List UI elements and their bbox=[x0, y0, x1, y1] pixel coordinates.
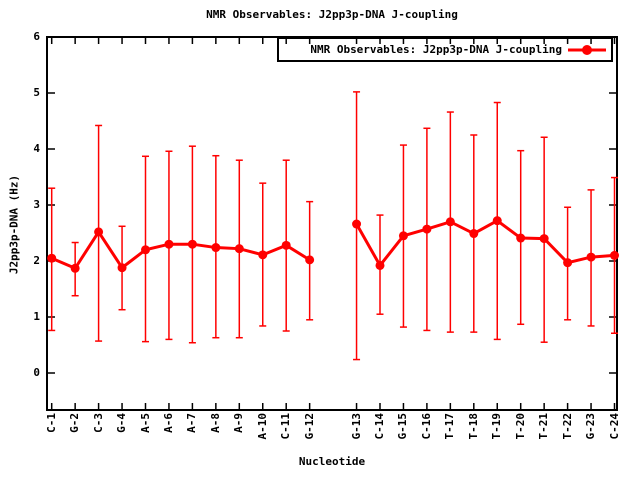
series-line bbox=[51, 229, 311, 271]
y-axis-title: J2pp3p-DNA (Hz) bbox=[7, 174, 21, 275]
x-tick-label: T-22 bbox=[560, 413, 574, 440]
data-point bbox=[516, 233, 526, 243]
x-tick-label: G-4 bbox=[115, 413, 129, 433]
data-point bbox=[281, 240, 291, 250]
x-tick-label: A-6 bbox=[161, 413, 175, 433]
x-tick-label: C-11 bbox=[279, 413, 293, 440]
legend: NMR Observables: J2pp3p-DNA J-coupling bbox=[277, 37, 613, 62]
data-point bbox=[211, 243, 221, 253]
x-tick-label: G-12 bbox=[302, 413, 316, 440]
x-tick-label: T-21 bbox=[537, 413, 551, 440]
data-point bbox=[375, 260, 385, 270]
data-point bbox=[469, 229, 479, 239]
data-point bbox=[234, 244, 244, 254]
x-axis-title: Nucleotide bbox=[298, 455, 366, 468]
y-tick-label: 6 bbox=[33, 30, 40, 43]
data-point bbox=[94, 227, 104, 237]
data-point bbox=[563, 258, 573, 268]
x-tick-label: A-10 bbox=[255, 413, 269, 440]
data-point bbox=[492, 216, 502, 226]
data-point bbox=[422, 224, 432, 234]
x-tick-label: A-8 bbox=[208, 413, 222, 433]
x-tick-label: A-5 bbox=[138, 413, 152, 433]
legend-series-label: NMR Observables: J2pp3p-DNA J-coupling bbox=[310, 43, 562, 56]
legend-series-marker-icon bbox=[568, 44, 606, 55]
x-tick-label: G-15 bbox=[396, 413, 410, 440]
data-point bbox=[610, 250, 619, 260]
data-point bbox=[117, 263, 127, 273]
data-point bbox=[258, 250, 268, 260]
data-point bbox=[352, 219, 362, 229]
x-tick-label: T-18 bbox=[466, 413, 480, 440]
y-tick-label: 3 bbox=[33, 198, 40, 211]
y-tick-label: 4 bbox=[33, 142, 40, 155]
x-tick-label: C-1 bbox=[44, 413, 58, 433]
data-point bbox=[187, 239, 197, 249]
x-tick-label: C-3 bbox=[91, 413, 105, 433]
data-point bbox=[164, 239, 174, 249]
x-tick-label: G-23 bbox=[584, 413, 598, 440]
y-tick-label: 2 bbox=[33, 254, 40, 267]
data-point bbox=[141, 245, 150, 255]
data-point bbox=[539, 234, 549, 244]
plot-border bbox=[46, 36, 618, 411]
y-tick-label: 1 bbox=[33, 310, 40, 323]
x-tick-label: T-19 bbox=[490, 413, 504, 440]
x-tick-label: C-16 bbox=[419, 413, 433, 440]
data-point bbox=[586, 252, 596, 262]
x-tick-label: A-9 bbox=[232, 413, 246, 433]
x-tick-label: T-17 bbox=[443, 413, 457, 440]
data-point bbox=[305, 255, 315, 265]
y-tick-label: 0 bbox=[33, 366, 40, 379]
x-tick-label: A-7 bbox=[185, 413, 199, 433]
x-tick-label: G-13 bbox=[349, 413, 363, 440]
data-point bbox=[445, 217, 455, 227]
y-tick-label: 5 bbox=[33, 86, 40, 99]
data-point bbox=[398, 231, 408, 241]
x-tick-label: C-24 bbox=[607, 413, 621, 440]
x-tick-label: T-20 bbox=[513, 413, 527, 440]
series-line bbox=[355, 218, 615, 269]
data-point bbox=[70, 263, 80, 273]
data-point bbox=[47, 253, 57, 263]
x-tick-label: G-2 bbox=[68, 413, 82, 433]
chart-title: NMR Observables: J2pp3p-DNA J-coupling bbox=[206, 8, 458, 21]
x-tick-label: C-14 bbox=[373, 413, 386, 440]
